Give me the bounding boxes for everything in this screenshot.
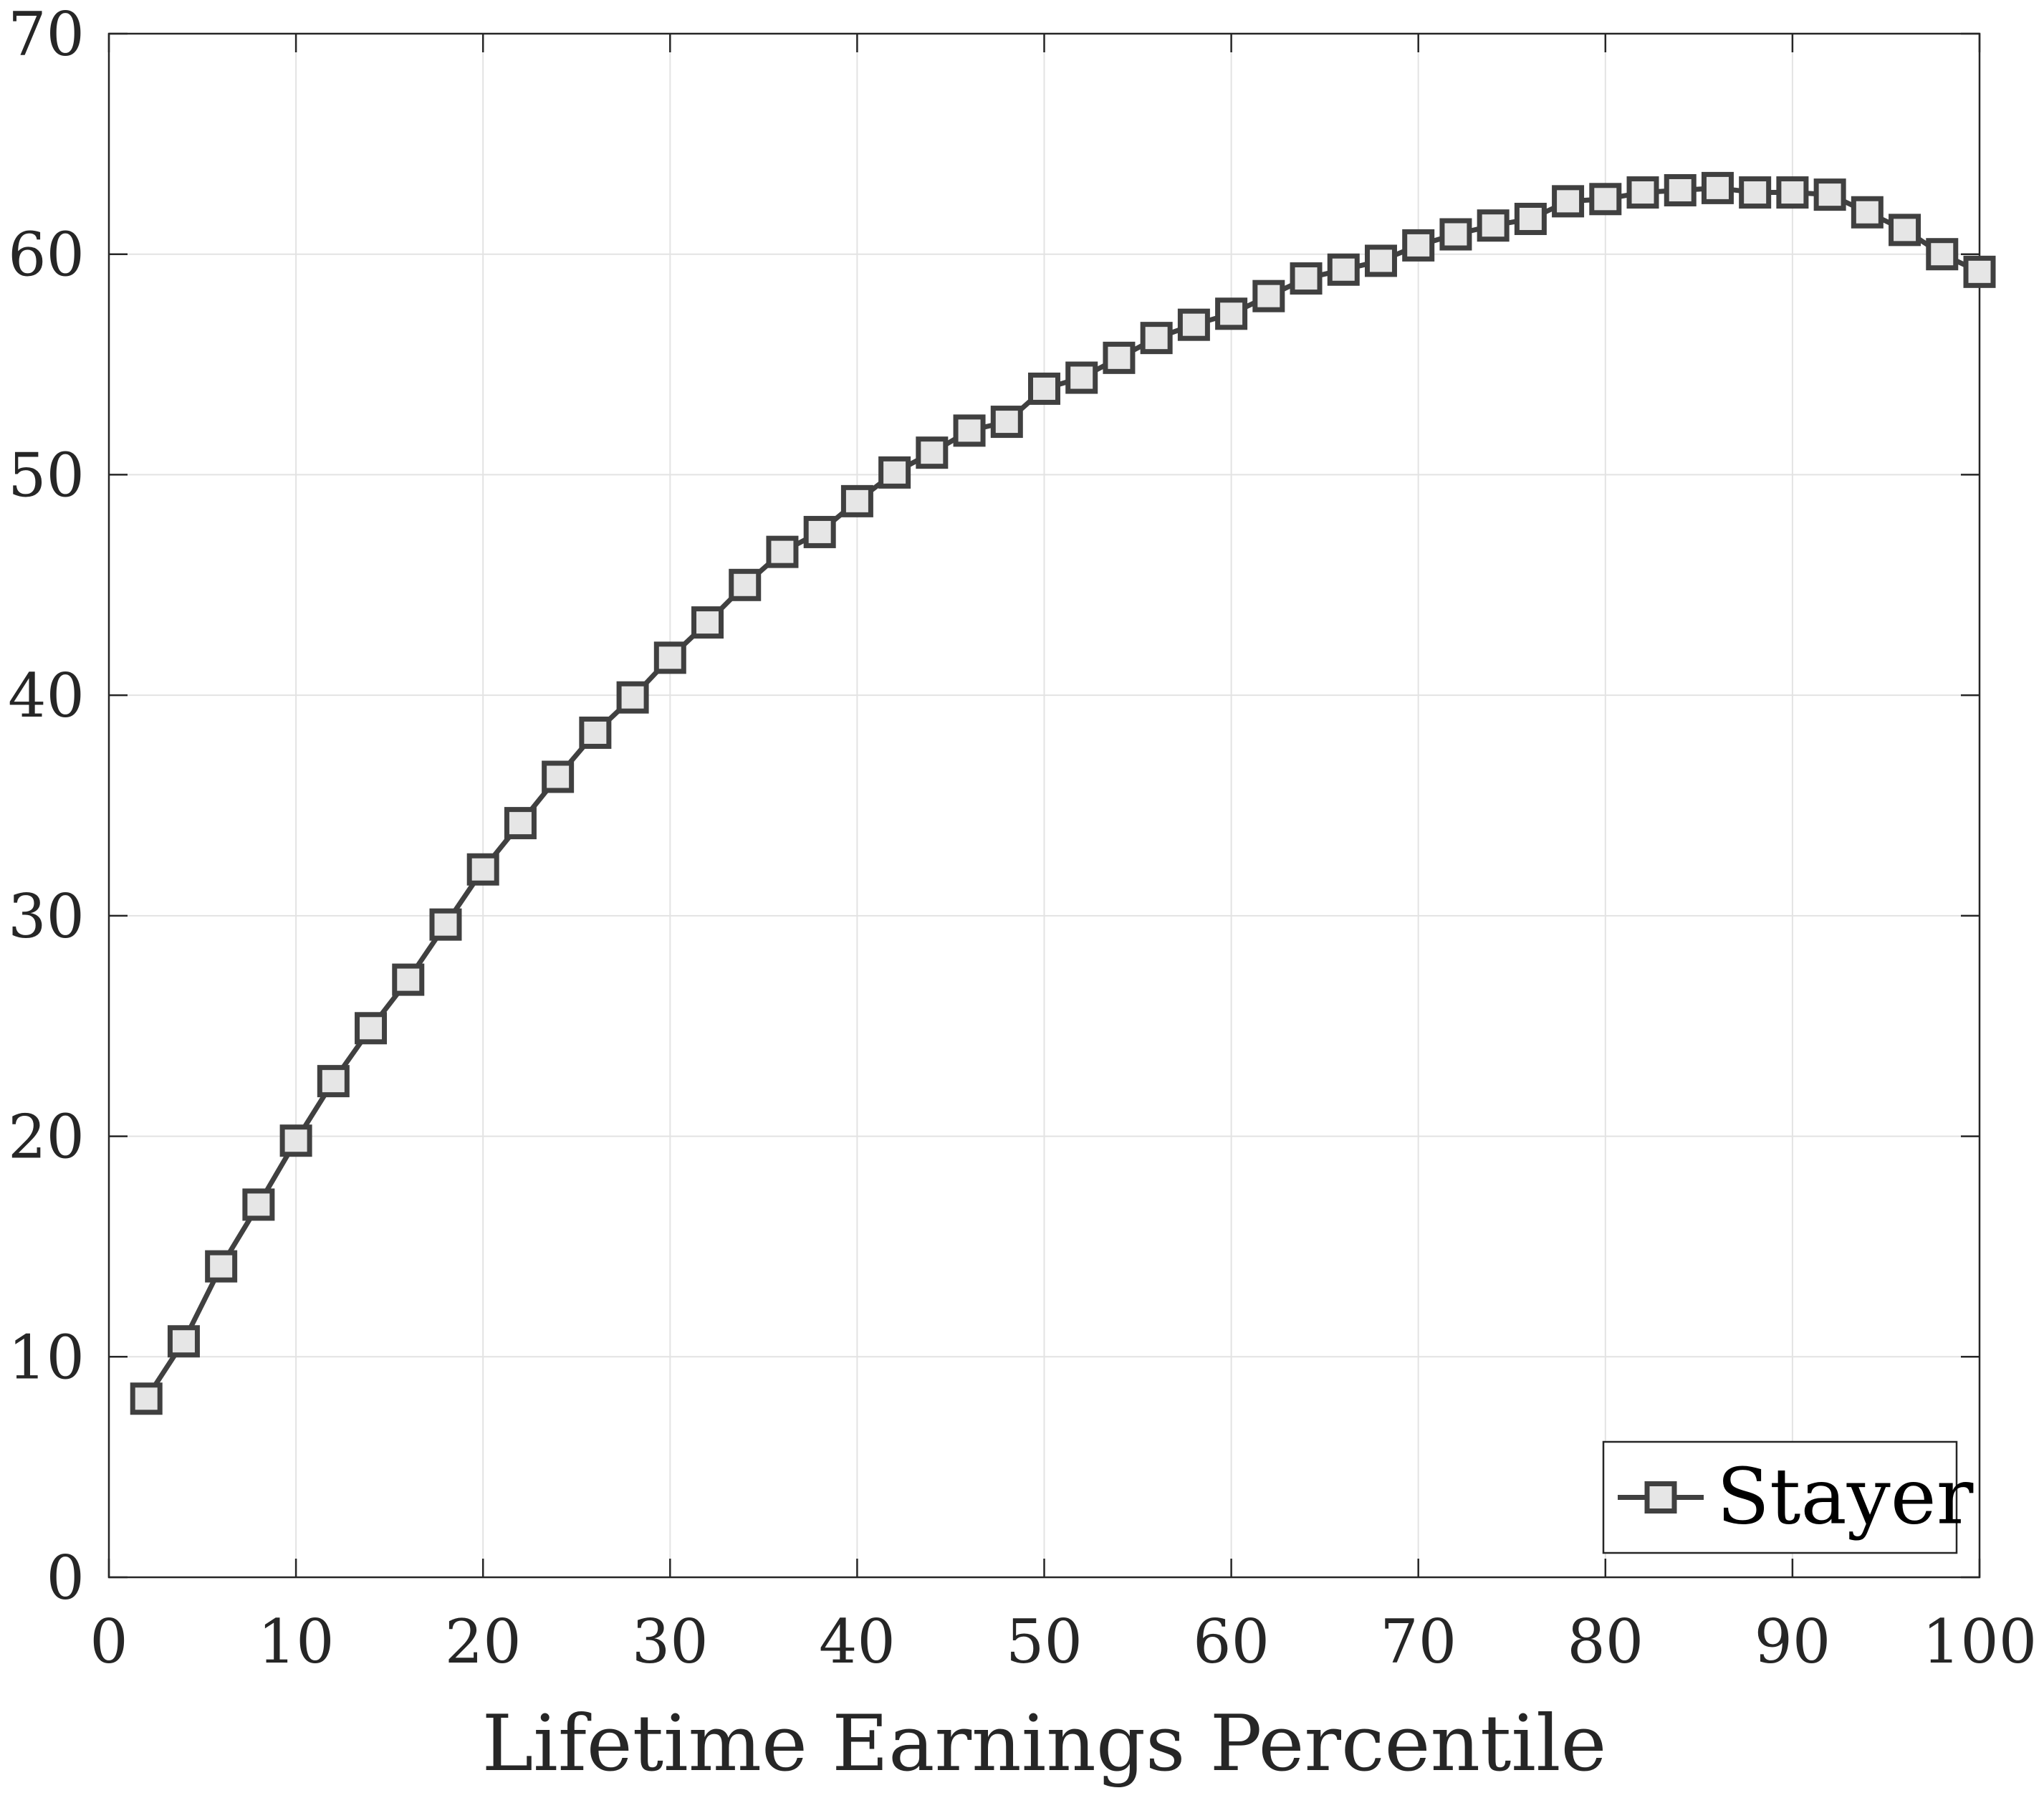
data-point (616, 681, 649, 714)
data-point (205, 1250, 238, 1283)
data-point (691, 606, 724, 639)
data-point (1514, 202, 1547, 235)
y-tick-label: 0 (47, 1543, 85, 1613)
data-point (1215, 297, 1248, 330)
data-point (542, 760, 575, 793)
data-point (392, 963, 425, 996)
data-point (1402, 229, 1435, 262)
data-point (1813, 178, 1846, 211)
data-point (1364, 244, 1397, 277)
data-point (355, 1012, 388, 1045)
data-point (1776, 176, 1809, 209)
data-point (766, 535, 799, 568)
x-tick-label: 50 (1006, 1607, 1083, 1677)
data-point (242, 1188, 275, 1221)
data-point (1477, 209, 1510, 242)
axis-ticks (107, 32, 1981, 1579)
legend: Stayer (1602, 1440, 1974, 1554)
data-point (1439, 218, 1472, 251)
x-tick-label: 90 (1754, 1607, 1831, 1677)
data-point (1926, 238, 1959, 271)
y-tick-label: 70 (8, 0, 85, 70)
data-point (429, 908, 462, 941)
x-tick-label: 80 (1567, 1607, 1644, 1677)
data-point (1664, 173, 1697, 206)
y-tick-label: 50 (8, 440, 85, 510)
x-tick-label: 30 (632, 1607, 709, 1677)
data-point (1327, 253, 1360, 286)
data-point (1589, 183, 1622, 216)
y-tick-label: 10 (8, 1322, 85, 1392)
x-tick-label: 100 (1922, 1607, 2037, 1677)
data-point (466, 853, 499, 886)
data-point (279, 1124, 312, 1157)
data-point (317, 1065, 350, 1098)
grid-lines (109, 34, 1980, 1577)
x-tick-label: 60 (1193, 1607, 1270, 1677)
y-tick-label: 20 (8, 1102, 85, 1172)
data-point (1028, 372, 1060, 405)
data-point (1103, 341, 1136, 374)
x-tick-label: 20 (445, 1607, 522, 1677)
x-axis-title: Lifetime Earnings Percentile (482, 1699, 1607, 1789)
data-point (840, 484, 873, 517)
x-tick-label: 0 (90, 1607, 128, 1677)
y-tick-label: 40 (8, 661, 85, 731)
data-point (1065, 361, 1098, 394)
data-point (1851, 196, 1884, 229)
data-point (1739, 176, 1772, 209)
y-tick-label: 60 (8, 220, 85, 290)
legend-marker-sample (1644, 1481, 1677, 1514)
data-point (916, 436, 949, 469)
data-point (579, 716, 612, 749)
data-point (1701, 171, 1734, 204)
data-point (1177, 308, 1210, 341)
data-point (953, 414, 986, 447)
data-point (878, 456, 911, 489)
data-point (504, 807, 537, 840)
series-stayer (130, 171, 1996, 1415)
y-tick-label: 30 (8, 881, 85, 952)
data-point (1552, 185, 1585, 218)
data-point (803, 515, 836, 548)
y-tick-labels: 0 10 20 30 40 50 60 70 (8, 0, 85, 1613)
series-line (144, 185, 1981, 1400)
x-tick-label: 40 (819, 1607, 896, 1677)
legend-label-stayer: Stayer (1717, 1453, 1974, 1542)
data-point (729, 568, 762, 601)
data-point (1626, 176, 1659, 209)
data-point (130, 1382, 163, 1415)
data-point (990, 406, 1023, 439)
data-point (1290, 262, 1323, 295)
data-point (1140, 322, 1173, 355)
data-point (653, 641, 686, 674)
data-point (1252, 279, 1285, 312)
x-tick-label: 10 (258, 1607, 335, 1677)
x-tick-label: 70 (1380, 1607, 1457, 1677)
x-tick-labels: 0 10 20 30 40 50 60 70 80 90 100 (90, 1607, 2037, 1677)
data-point (1889, 214, 1921, 247)
data-point (1963, 255, 1996, 288)
data-point (167, 1325, 200, 1358)
